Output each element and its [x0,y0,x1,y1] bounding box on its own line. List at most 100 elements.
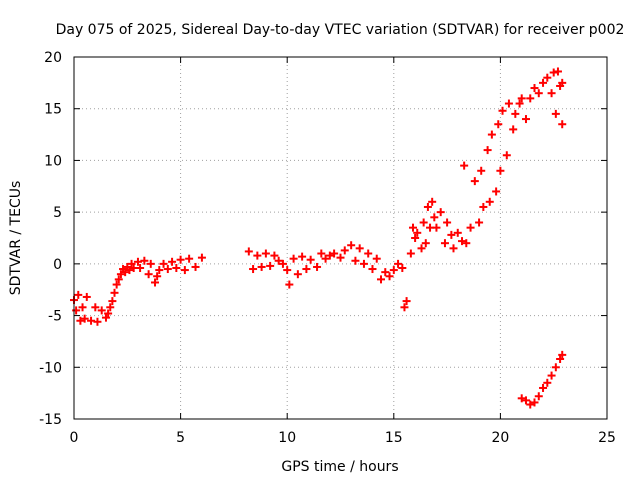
data-point [313,262,322,271]
data-point [511,109,520,118]
data-point [155,266,164,275]
x-tick-label-25: 25 [598,430,616,446]
data-point [153,272,162,281]
data-point [364,249,373,258]
data-point [526,94,535,103]
data-point [398,263,407,272]
data-point [159,259,168,268]
data-point [417,244,426,253]
grid [74,57,607,419]
data-point [485,197,494,206]
data-point [530,84,539,93]
data-point [558,120,567,129]
x-tick-label-10: 10 [278,430,296,446]
data-point [180,266,189,275]
data-point [285,280,294,289]
data-point [325,251,334,260]
x-tick-label-20: 20 [491,430,509,446]
data-point [547,371,556,380]
axis-ticks [73,56,608,420]
data-point [436,208,445,217]
data-point [244,247,253,256]
data-point [534,89,543,98]
data-point [321,254,330,263]
data-point [78,303,87,312]
y-axis-label: SDTVAR / TECUs [8,181,24,296]
y-tick-label--5: -5 [48,309,62,325]
data-point [509,125,518,134]
data-point [453,228,462,237]
data-point [521,115,530,124]
data-point [151,278,160,287]
y-tick-label-20: 20 [44,50,62,66]
data-point [413,228,422,237]
chart-title: Day 075 of 2025, Sidereal Day-to-day VTE… [56,22,625,38]
data-point [121,268,130,277]
data-point [340,246,349,255]
data-point [406,249,415,258]
data-point [80,314,89,323]
data-point [112,280,121,289]
y-tick-label-15: 15 [44,102,62,118]
data-point [136,263,145,272]
data-point [460,161,469,170]
data-point [558,78,567,87]
data-point [261,249,270,258]
data-point [394,259,403,268]
data-points [70,67,567,409]
data-point [534,392,543,401]
data-point [419,218,428,227]
data-point [428,197,437,206]
data-point [556,355,565,364]
data-point [432,223,441,232]
data-point [101,313,110,322]
data-point [293,270,302,279]
data-point [257,262,266,271]
data-point [168,257,177,266]
data-point [270,251,279,260]
data-point [197,253,206,262]
data-point [385,272,394,281]
data-point [163,265,172,274]
data-point [176,255,185,264]
data-point [479,202,488,211]
data-point [110,288,119,297]
data-point [526,400,535,409]
y-tick-label-10: 10 [44,153,62,169]
data-point [496,166,505,175]
x-tick-label-5: 5 [176,430,185,446]
data-point [253,251,262,260]
data-point [108,297,117,306]
data-point [521,396,530,405]
data-point [106,303,115,312]
data-point [191,262,200,271]
data-point [411,234,420,242]
data-point [140,256,149,265]
data-point [377,275,386,284]
data-point [515,99,524,108]
data-point [72,306,81,315]
data-point [547,89,556,98]
y-tick-label--10: -10 [39,360,62,376]
data-point [408,223,417,232]
data-point [558,350,567,359]
x-tick-label-15: 15 [385,430,403,446]
x-tick-labels: 0 5 10 15 20 25 [70,430,616,446]
data-point [475,218,484,227]
data-point [423,202,432,211]
data-point [146,259,155,268]
data-point [389,266,398,275]
y-tick-labels: -15 -10 -5 0 5 10 15 20 [39,50,62,428]
data-point [185,254,194,263]
data-point [447,230,456,239]
data-point [359,259,368,268]
data-point [443,218,452,227]
data-point [492,187,501,196]
data-point [494,120,503,129]
data-point [104,309,113,318]
data-point [87,316,96,325]
data-point [498,106,507,115]
data-point [400,303,409,312]
data-point [477,166,486,175]
